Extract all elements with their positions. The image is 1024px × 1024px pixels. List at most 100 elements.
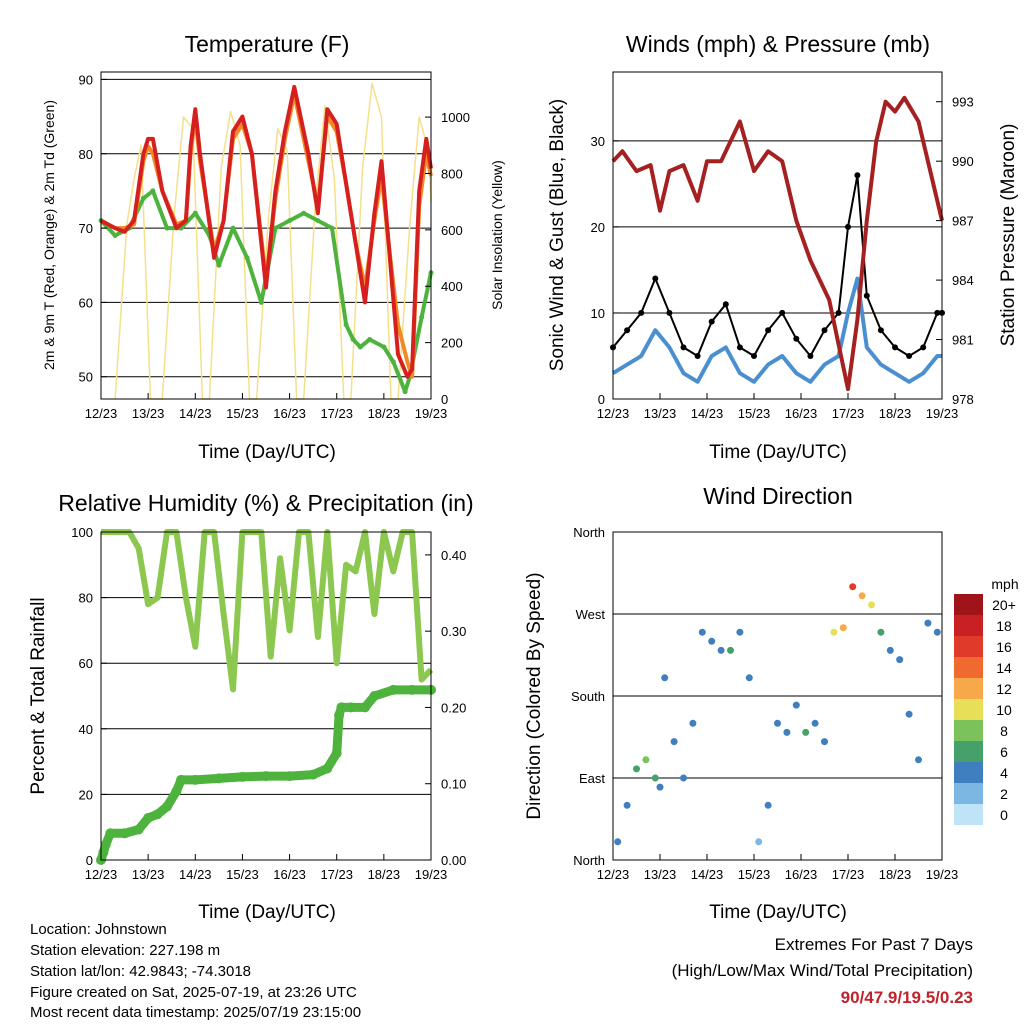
y-tick-label: 80 — [79, 591, 93, 606]
y-tick-label: 20 — [591, 220, 605, 235]
y-tick-label: 0 — [86, 853, 93, 868]
winds-plot-frame — [612, 71, 943, 400]
temperature-title: Temperature (F) — [185, 31, 350, 57]
direction-point — [858, 592, 866, 600]
winds-xlabel: Time (Day/UTC) — [709, 442, 847, 463]
legend-label: 20+ — [992, 597, 1016, 613]
legend-swatch — [954, 594, 983, 615]
gust-point — [835, 309, 842, 316]
y-tick-label: 80 — [79, 147, 93, 162]
y-tick-label: 60 — [79, 656, 93, 671]
info-elevation: Station elevation: 227.198 m — [30, 942, 221, 959]
rainfall-point — [261, 771, 271, 782]
rainfall-point — [190, 774, 201, 785]
legend-swatch — [954, 720, 983, 741]
temperature-panel: Temperature (F) 50 60 70 80 90 0 200 400 600 800 1… — [41, 31, 505, 463]
legend-swatch — [954, 678, 983, 699]
rainfall-point — [171, 786, 182, 797]
temperature-2m-line — [100, 84, 433, 379]
y-tick-label: 20 — [79, 787, 93, 802]
rainfall-point — [407, 684, 418, 695]
x-tick-label: 12/23 — [597, 406, 630, 421]
legend-label: 8 — [1000, 723, 1008, 739]
temperature-xlabel: Time (Day/UTC) — [198, 442, 336, 463]
dewpoint-point — [244, 255, 250, 261]
rainfall-point — [133, 824, 144, 835]
legend-unit: mph — [991, 576, 1018, 592]
winds-ylabel-right: Station Pressure (Maroon) — [998, 124, 1019, 347]
y2-tick-label: 0.00 — [441, 853, 466, 868]
x-tick-label: 15/23 — [738, 406, 771, 421]
humidity-series — [96, 529, 436, 865]
info-latlon: Station lat/lon: 42.9843; -74.3018 — [30, 963, 252, 980]
gust-point — [765, 327, 772, 334]
temperature-axis-ticks: 50 60 70 80 90 0 200 400 600 800 1000 12/23 13/23 14/… — [79, 72, 470, 421]
dewpoint-point — [216, 262, 222, 268]
x-tick-label: 16/23 — [785, 406, 818, 421]
humidity-panel: Relative Humidity (%) & Precipitation (i… — [28, 490, 474, 923]
winds-axis-ticks: 0 10 20 30 978 981 984 987 990 993 12/23 13/23 14/23… — [591, 95, 974, 421]
dewpoint-point — [315, 218, 321, 224]
gust-point — [892, 344, 898, 351]
extremes-values: 90/47.9/19.5/0.23 — [840, 988, 973, 1007]
legend-swatch — [954, 615, 983, 636]
gust-point — [694, 353, 701, 359]
humidity-line — [101, 529, 434, 693]
gust-point — [807, 353, 814, 359]
direction-point — [623, 801, 631, 809]
direction-point — [670, 738, 678, 746]
direction-ylabel-left: Direction (Colored By Speed) — [524, 572, 545, 819]
x-tick-label: 17/23 — [832, 867, 865, 882]
gust-point — [722, 301, 729, 308]
dewpoint-point — [164, 225, 170, 231]
direction-title: Wind Direction — [703, 483, 853, 509]
x-tick-label: 13/23 — [644, 867, 677, 882]
legend-swatch — [954, 657, 983, 678]
direction-point — [830, 628, 838, 636]
gust-point — [863, 292, 870, 299]
dewpoint-point — [301, 210, 307, 216]
direction-point — [680, 774, 687, 782]
rainfall-point — [100, 839, 111, 850]
direction-point — [708, 637, 716, 645]
legend-label: 0 — [1000, 807, 1008, 823]
legend-swatch — [954, 804, 983, 825]
gust-point — [666, 309, 673, 316]
rainfall-point — [369, 691, 380, 701]
gust-point — [877, 327, 884, 334]
rainfall-point — [237, 771, 248, 782]
gust-point — [854, 172, 861, 179]
y-tick-label: 10 — [591, 306, 605, 321]
direction-point — [792, 701, 800, 709]
gust-point — [779, 309, 786, 316]
x-tick-label: 15/23 — [226, 867, 259, 882]
y2-tick-label: 600 — [441, 223, 463, 238]
speed-color-legend: 20+ 18 16 14 12 10 8 6 4 2 0 — [954, 594, 1016, 825]
x-tick-label: 17/23 — [832, 406, 865, 421]
y-tick-label: South — [571, 689, 605, 704]
x-tick-label: 18/23 — [879, 406, 912, 421]
rainfall-point — [331, 748, 342, 759]
direction-xlabel: Time (Day/UTC) — [709, 902, 847, 923]
rainfall-point — [334, 710, 345, 721]
dewpoint-point — [329, 225, 335, 231]
direction-point — [868, 601, 875, 609]
direction-point — [745, 674, 753, 682]
y2-tick-label: 200 — [441, 336, 463, 351]
direction-point — [877, 628, 885, 636]
dewpoint-point — [357, 344, 363, 350]
gust-point — [624, 327, 631, 334]
dewpoint-point — [402, 389, 408, 395]
info-location: Location: Johnstown — [30, 921, 167, 938]
direction-panel: Wind Direction NorthEastSouthWestNorth12… — [524, 483, 1019, 923]
direction-point — [755, 838, 763, 846]
rainfall-point — [345, 702, 356, 713]
direction-point — [839, 624, 847, 632]
direction-point — [764, 801, 772, 809]
direction-point — [633, 765, 640, 773]
x-tick-label: 19/23 — [415, 867, 448, 882]
legend-swatch — [954, 741, 983, 762]
gust-point — [793, 335, 800, 342]
dewpoint-point — [112, 233, 118, 238]
